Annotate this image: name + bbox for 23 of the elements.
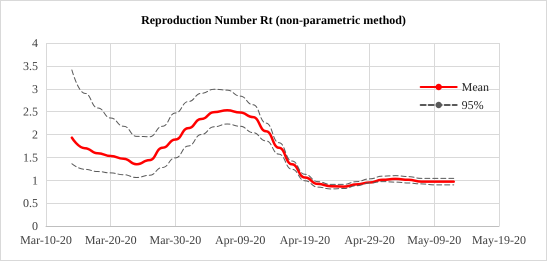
- y-tick-label: 0.5: [23, 196, 38, 210]
- line-series: [71, 123, 454, 190]
- x-tick-label: Mar-30-20: [150, 233, 202, 247]
- line-series: [71, 69, 454, 185]
- x-tick-label: Mar-10-20: [20, 233, 72, 247]
- y-tick-label: 2: [32, 128, 38, 142]
- y-tick-label: 4: [32, 36, 38, 50]
- y-tick-label: 1: [32, 173, 38, 188]
- y-tick-label: 3.5: [23, 58, 38, 73]
- x-tick-label: Apr-09-20: [214, 233, 266, 247]
- y-tick-label: 1.5: [23, 150, 38, 164]
- y-tick-label: 2.5: [23, 104, 38, 119]
- y-tick-label: 0: [32, 219, 38, 233]
- y-tick-label: 3: [32, 82, 38, 96]
- line-series: [70, 109, 455, 188]
- x-tick-label: May-09-20: [407, 233, 462, 247]
- x-tick-label: Apr-19-20: [280, 233, 330, 247]
- x-tick-label: Apr-29-20: [344, 233, 395, 247]
- x-tick-label: Mar-20-20: [84, 233, 137, 247]
- legend-label: 95%: [462, 98, 484, 112]
- x-tick-label: May-19-20: [472, 233, 526, 247]
- chart-title: Reproduction Number Rt (non-parametric method): [141, 13, 406, 27]
- legend-label: Mean: [462, 80, 490, 94]
